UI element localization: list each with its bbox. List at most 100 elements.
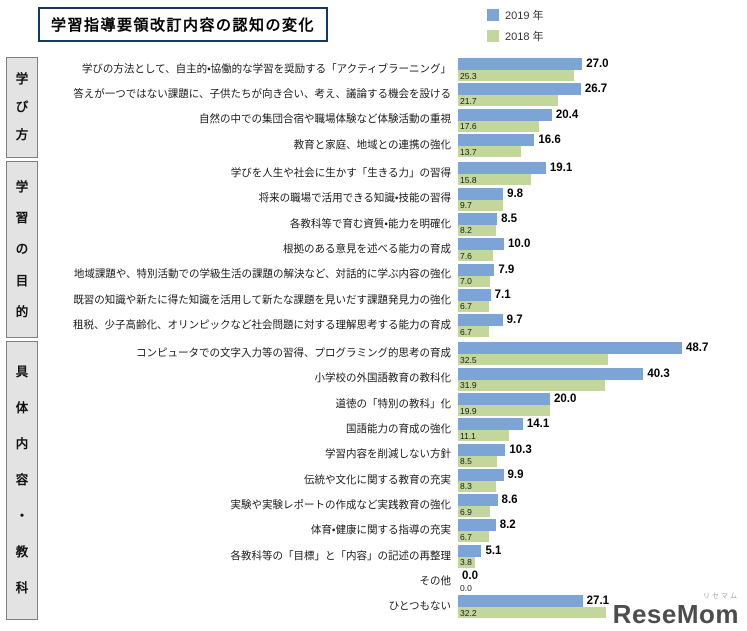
bar-2018	[458, 300, 489, 312]
value-2018: 7.6	[460, 250, 472, 261]
bar-2019	[458, 212, 498, 225]
group-label-char: 学	[15, 72, 29, 87]
bar-pair: 26.7 21.7	[458, 83, 745, 107]
bar-2019	[458, 418, 523, 431]
bar-2018	[458, 95, 558, 107]
bar-pair: 14.1 11.1	[458, 418, 745, 442]
bar-2018	[458, 174, 531, 186]
value-2019: 7.1	[494, 288, 511, 301]
chart-row: 小学校の外国語教育の教科化 40.3 31.9	[38, 367, 745, 392]
value-2018: 25.3	[460, 70, 477, 81]
bar-2019	[458, 443, 506, 456]
value-2018: 9.7	[460, 200, 472, 211]
bar-2018	[458, 70, 575, 82]
bar-2018	[458, 430, 510, 442]
group-label-char: 習	[15, 211, 29, 226]
value-2019: 48.7	[686, 342, 709, 355]
value-2018: 8.5	[460, 456, 472, 467]
bar-2018	[458, 531, 489, 543]
bar-2019	[458, 108, 552, 121]
chart-group: 学習の目的学びを人生や社会に生かす「生きる力」の習得 19.1 15.8 将来の職場で…	[6, 161, 745, 339]
value-2019: 9.7	[506, 314, 523, 327]
legend: 2019 年 2018 年	[487, 7, 544, 44]
value-2019: 7.9	[498, 263, 515, 276]
bar-pair: 7.1 6.7	[458, 288, 745, 312]
value-2018: 8.2	[460, 225, 472, 236]
bar-pair: 7.9 7.0	[458, 263, 745, 287]
value-2018: 13.7	[460, 146, 477, 157]
category-label: 実験や実験レポートの作成など実践教育の強化	[230, 498, 452, 511]
value-2019: 26.7	[584, 83, 608, 96]
group-rows: 学びの方法として、自主的・協働的な学習を奨励する「アクティブラーニング」 27.0…	[38, 57, 745, 158]
legend-label-2018: 2018 年	[505, 31, 544, 43]
value-2019: 5.1	[485, 544, 502, 557]
bar-pair: 40.3 31.9	[458, 367, 745, 391]
category-label: 根拠のある意見を述べる能力の育成	[283, 242, 451, 255]
value-2018: 32.2	[460, 607, 477, 618]
value-2019: 9.8	[507, 187, 524, 200]
bar-2018	[458, 199, 503, 211]
chart-row: 地域課題や、特別活動での学級生活の課題の解決など、対話的に学ぶ内容の強化 7.9 7…	[38, 262, 745, 287]
bar-pair: 8.6 6.9	[458, 494, 745, 518]
group-label-char: 的	[15, 304, 29, 319]
bar-2019	[458, 393, 550, 405]
category-label: 学びを人生や社会に生かす「生きる力」の習得	[230, 167, 451, 180]
value-2019: 9.9	[507, 468, 524, 481]
bar-pair: 5.1 3.8	[458, 544, 745, 568]
bar-pair: 8.2 6.7	[458, 519, 745, 543]
chart-group: 学び方 学びの方法として、自主的・協働的な学習を奨励する「アクティブラーニング」 2…	[6, 57, 745, 159]
legend-item-2019: 2019 年	[487, 7, 544, 23]
bar-2019	[458, 314, 503, 327]
legend-swatch-2019-icon	[487, 9, 499, 21]
chart-row: 教育と家庭、地域との連携の強化 16.6 13.7	[38, 133, 745, 158]
category-label: 既習の知識や新たに得た知識を活用して新たな課題を見いだす課題発見力の強化	[73, 293, 451, 306]
value-2018: 11.1	[460, 430, 476, 441]
bar-2019	[458, 367, 644, 380]
value-2019: 27.0	[586, 58, 609, 71]
bar-pair: 8.5 8.2	[458, 212, 745, 236]
bar-2018	[458, 354, 608, 366]
value-2018: 19.9	[460, 405, 477, 416]
value-2019: 19.1	[549, 162, 573, 175]
value-2018: 17.6	[460, 121, 477, 132]
chart-row: コンピュータでの文字入力等の習得、プログラミング的思考の育成 48.7 32.5	[38, 341, 745, 366]
value-2018: 8.3	[460, 481, 472, 492]
chart-body: 学び方学びの方法として、自主的・協働的な学習を奨励する「アクティブラーニング」 2…	[6, 57, 745, 620]
group-label-char: 教	[15, 545, 29, 560]
value-2019: 10.3	[509, 443, 532, 456]
bar-2019	[458, 494, 498, 507]
value-2018: 6.7	[460, 301, 472, 312]
value-2018: 6.7	[460, 326, 472, 337]
group-rows: コンピュータでの文字入力等の習得、プログラミング的思考の育成 48.7 32.5 小学…	[38, 341, 745, 619]
group-label-char: 内	[15, 437, 29, 452]
chart-row: 将来の職場で活用できる知識・技能の習得 9.8 9.7	[38, 186, 745, 211]
bar-2018	[458, 607, 607, 619]
chart-row: 実験や実験レポートの作成など実践教育の強化 8.6 6.9	[38, 493, 745, 518]
value-2019: 40.3	[647, 367, 670, 380]
group-label-char: 容	[15, 473, 29, 488]
category-label: 地域課題や、特別活動での学級生活の課題の解決など、対話的に学ぶ内容の強化	[73, 268, 451, 281]
chart-row: その他 0.0 0.0	[38, 569, 745, 594]
bar-2019	[458, 162, 546, 175]
value-2019: 16.6	[538, 134, 561, 147]
category-label: ひとつもない	[388, 600, 451, 613]
chart-row: 既習の知識や新たに得た知識を活用して新たな課題を見いだす課題発見力の強化 7.1 6…	[38, 288, 745, 313]
bar-2018	[458, 250, 493, 262]
group-label-char: 体	[15, 400, 29, 415]
category-label: 租税、少子高齢化、オリンピックなど社会問題に対する理解思考する能力の育成	[73, 318, 451, 331]
bar-2019	[458, 263, 495, 276]
bar-2019	[458, 238, 504, 251]
bar-pair: 27.0 25.3	[458, 58, 745, 82]
chart-group: 具体内容・教科 コンピュータでの文字入力等の習得、プログラミング的思考の育成 48.…	[6, 341, 745, 620]
chart-row: 租税、少子高齢化、オリンピックなど社会問題に対する理解思考する能力の育成 9.7 6…	[38, 313, 745, 338]
group-label-char: ・	[15, 509, 29, 524]
group-label-char: 目	[15, 273, 29, 288]
bar-2018	[458, 405, 550, 416]
legend-label-2019: 2019 年	[505, 10, 544, 22]
chart-row: 学びの方法として、自主的・協働的な学習を奨励する「アクティブラーニング」 27.0…	[38, 57, 745, 82]
bar-2019	[458, 83, 581, 96]
bar-2018	[458, 146, 522, 158]
bar-2018	[458, 556, 476, 568]
category-label: 体育・健康に関する指導の充実	[310, 524, 451, 537]
